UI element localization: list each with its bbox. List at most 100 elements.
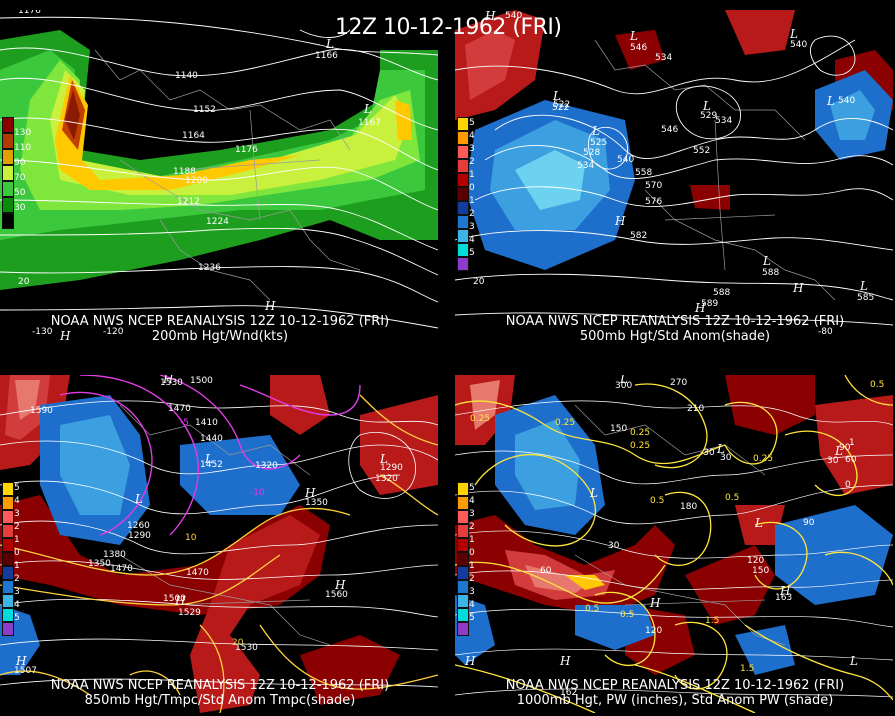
low-pressure-marker: L — [619, 375, 628, 386]
low-pressure-marker: L — [789, 27, 798, 41]
panel-caption-200mb: NOAA NWS NCEP REANALYSIS 12Z 10-12-1962 … — [10, 314, 430, 344]
contour-label: 1212 — [177, 197, 200, 207]
contour-label: 540 — [790, 40, 807, 50]
pw-contour-label: 0.5 — [725, 493, 739, 503]
contour-label: 1410 — [195, 418, 218, 428]
low-pressure-marker: L — [826, 94, 835, 108]
contour-label: -30 — [700, 448, 715, 458]
contour-label: 540 — [505, 11, 522, 21]
contour-label: 1166 — [315, 51, 338, 61]
low-pressure-marker: L — [834, 444, 843, 458]
contour-label: 1452 — [200, 460, 223, 470]
high-pressure-marker: H — [792, 281, 804, 295]
low-pressure-marker: L — [363, 102, 372, 116]
contour-label: 529 — [700, 111, 717, 121]
contour-label: 1320 — [255, 461, 278, 471]
high-pressure-marker: H — [59, 329, 71, 343]
contour-label: 1529 — [178, 608, 201, 618]
contour-label: 1167 — [358, 118, 381, 128]
contour-label: 163 — [775, 593, 792, 603]
caption-source: NOAA NWS NCEP REANALYSIS 12Z 10-12-1962 … — [50, 314, 390, 329]
contour-label: 210 — [687, 404, 704, 414]
contour-label: 1320 — [375, 474, 398, 484]
longitude-label: -130 — [32, 327, 53, 337]
high-pressure-marker: H — [649, 596, 661, 610]
contour-label: 1440 — [200, 434, 223, 444]
contour-label: 1290 — [380, 463, 403, 473]
contour-label: 1152 — [193, 105, 216, 115]
wind-speed-legend-labels: 130 110 90 70 50 30 — [14, 128, 32, 213]
contour-label: 1470 — [168, 404, 191, 414]
caption-field: 850mb Hgt/Tmpc/Std Anom Tmpc(shade) — [84, 693, 356, 708]
low-pressure-marker: L — [702, 99, 711, 113]
caption-field: 200mb Hgt/Wnd(kts) — [151, 329, 289, 344]
pw-contour-label: 0.5 — [870, 380, 884, 390]
latitude-label: 20 — [18, 277, 30, 287]
contour-label: 1500 — [163, 594, 186, 604]
contour-label: 1500 — [190, 376, 213, 386]
contour-label: 522 — [552, 103, 569, 113]
contour-label: 1236 — [198, 263, 221, 273]
contour-label: 90 — [803, 518, 815, 528]
pw-contour-label: 0.25 — [470, 414, 490, 424]
panel-200mb-map: 1176 1140 1152 1164 1176 1188 1200 1212 … — [0, 10, 438, 348]
contour-label: 10 — [185, 533, 197, 543]
caption-source: NOAA NWS NCEP REANALYSIS 12Z 10-12-1962 … — [505, 314, 845, 329]
low-pressure-marker: L — [379, 452, 388, 466]
contour-label: 1350 — [88, 559, 111, 569]
contour-label: 534 — [715, 116, 732, 126]
contour-label: 534 — [577, 161, 594, 171]
low-pressure-marker: L — [589, 486, 598, 500]
contour-label: 525 — [590, 138, 607, 148]
contour-label: 528 — [583, 148, 600, 158]
contour-label: 270 — [670, 378, 687, 388]
contour-label: 522 — [553, 100, 570, 110]
contour-label: 180 — [680, 502, 697, 512]
caption-field: 500mb Hgt/Std Anom(shade) — [579, 329, 771, 344]
contour-label: 1 — [849, 438, 855, 448]
contour-label: 60 — [540, 566, 552, 576]
contour-label: 1470 — [110, 564, 133, 574]
map-200mb: 1176 1140 1152 1164 1176 1188 1200 1212 … — [0, 10, 438, 348]
pw-contour-label: 0.5 — [620, 610, 634, 620]
contour-label: 1350 — [305, 498, 328, 508]
high-pressure-marker: H — [614, 214, 626, 228]
contour-label: 546 — [630, 43, 647, 53]
contour-label: 534 — [655, 53, 672, 63]
low-pressure-marker: L — [552, 89, 561, 103]
low-pressure-marker: L — [204, 452, 213, 466]
contour-label: -10 — [250, 488, 265, 498]
contour-label: 1507 — [14, 666, 37, 676]
contour-label: 1290 — [128, 531, 151, 541]
contour-label: 1224 — [206, 217, 229, 227]
anomaly-legend — [2, 482, 14, 636]
pw-contour-label: 0.25 — [753, 454, 773, 464]
pw-contour-label: 0.5 — [650, 496, 664, 506]
map-1000mb-pw: 0.25 0.25 0.25 0.5 0.5 0.5 0.5 1.5 1.5 0… — [455, 375, 893, 713]
pw-contour-label: 0.25 — [555, 418, 575, 428]
high-pressure-marker: H — [174, 594, 186, 608]
contour-label: -5 — [180, 418, 189, 428]
map-850mb: 1530 1500 1470 1410 1440 1452 1320 1350 … — [0, 375, 438, 713]
contour-label: 1530 — [160, 378, 183, 388]
high-pressure-marker: H — [779, 584, 791, 598]
pw-contour-label: 1.5 — [740, 664, 754, 674]
caption-source: NOAA NWS NCEP REANALYSIS 12Z 10-12-1962 … — [505, 678, 845, 693]
high-pressure-marker: H — [694, 301, 706, 315]
contour-label: 1176 — [235, 145, 258, 155]
longitude-label: -80 — [818, 327, 833, 337]
high-pressure-marker: H — [304, 486, 316, 500]
contour-label: 90 — [839, 443, 851, 453]
contour-label: 120 — [645, 626, 662, 636]
contour-label: 1560 — [325, 590, 348, 600]
low-pressure-marker: L — [325, 37, 334, 51]
high-pressure-marker: H — [264, 299, 276, 313]
anomaly-legend-labels: 5 4 3 2 1 0 1 2 3 4 5 — [469, 118, 475, 258]
high-pressure-marker: H — [334, 578, 346, 592]
contour-label: 60 — [845, 455, 857, 465]
contour-label: 585 — [857, 293, 874, 303]
high-pressure-marker: H — [559, 654, 571, 668]
contour-label: 540 — [838, 96, 855, 106]
anomaly-legend — [457, 117, 469, 271]
